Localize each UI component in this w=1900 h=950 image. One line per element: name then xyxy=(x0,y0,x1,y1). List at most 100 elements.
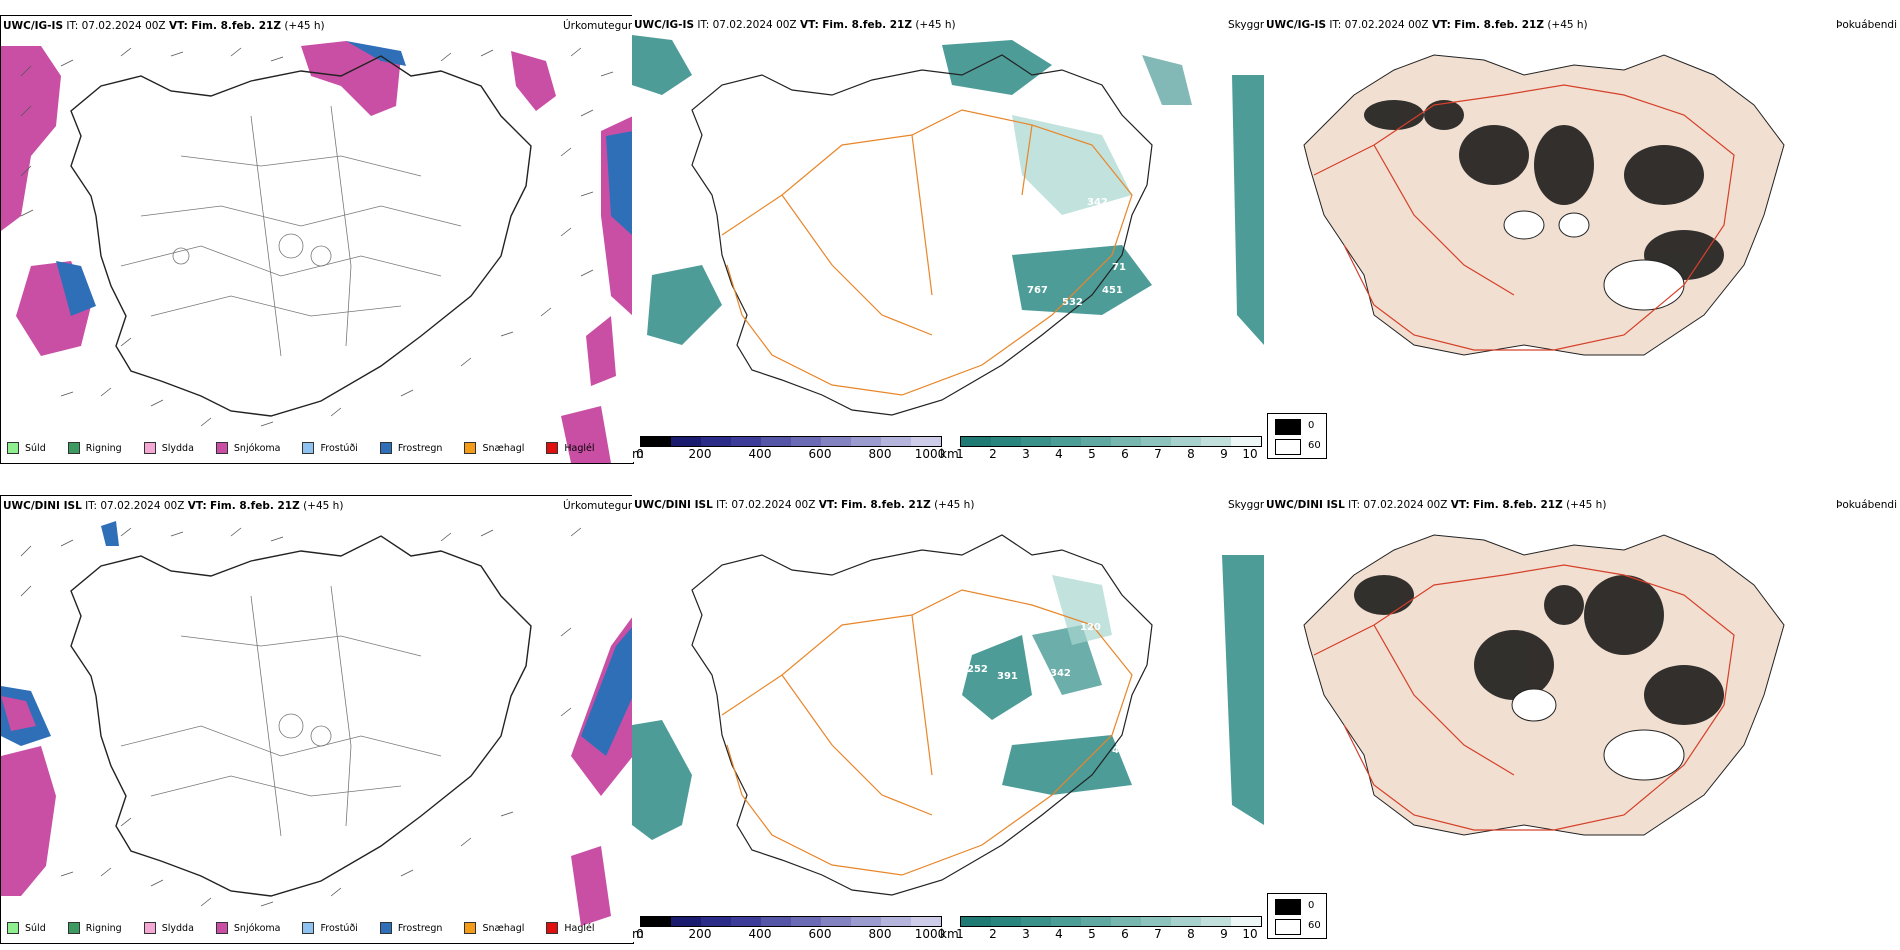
legend-swatch xyxy=(67,922,80,934)
tick-label: 5 xyxy=(1088,447,1096,461)
panel-title: Skyggni xyxy=(1228,19,1270,31)
legend-label: Rigning xyxy=(85,442,122,454)
iceland-outline xyxy=(70,55,532,417)
fog-panel-row1: UWC/IG-IS IT: 07.02.2024 00Z VT: Fim. 8.… xyxy=(1264,15,1900,462)
lead-time: (+45 h) xyxy=(1566,499,1607,511)
lead-time: (+45 h) xyxy=(915,19,956,31)
tick-label: 3 xyxy=(1022,447,1030,461)
glaciers xyxy=(1511,688,1685,781)
visibility-scale: 1 2 3 4 5 6 7 8 9 10 xyxy=(956,436,1262,470)
snow-area xyxy=(586,316,616,386)
lead-time: (+45 h) xyxy=(303,500,344,512)
snow-area xyxy=(511,51,556,111)
freezing-rain-area xyxy=(346,41,406,66)
valid-label: VT: xyxy=(1450,499,1470,511)
elevation-label: 342 xyxy=(1087,197,1108,208)
precip-type-panel-row2: UWC/DINI ISL IT: 07.02.2024 00Z VT: Fim.… xyxy=(0,495,641,944)
tick-label: 400 xyxy=(748,927,772,941)
tick-label: 400 xyxy=(748,447,772,461)
tick-label: 10 xyxy=(1242,927,1258,941)
lead-time: (+45 h) xyxy=(1547,19,1588,31)
tick-label: 1000 xyxy=(914,447,946,461)
snow-area xyxy=(561,406,611,463)
tick-label: 600 xyxy=(808,927,832,941)
panel-header: UWC/IG-IS IT: 07.02.2024 00Z VT: Fim. 8.… xyxy=(634,19,956,31)
tick-label: 800 xyxy=(868,927,892,941)
valid-time: Fim. 8.feb. 21Z xyxy=(210,500,300,512)
cloud-area xyxy=(632,720,692,840)
legend-swatch-black xyxy=(1275,419,1301,435)
elevation-label: 767 xyxy=(1027,285,1048,296)
glaciers xyxy=(1503,210,1685,311)
cloud-area xyxy=(942,40,1052,95)
panel-title: Úrkomutegund xyxy=(563,20,642,32)
run-time: 07.02.2024 00Z xyxy=(1344,19,1429,31)
panel-header: UWC/DINI ISL IT: 07.02.2024 00Z VT: Fim.… xyxy=(3,500,343,512)
legend-item: Snjókoma xyxy=(215,922,281,934)
panel-title: Úrkomutegund xyxy=(563,500,642,512)
visibility-colorbar xyxy=(960,916,1262,927)
legend-swatch xyxy=(302,922,315,934)
cloud-area xyxy=(1032,625,1102,695)
run-label: IT: xyxy=(1329,19,1342,31)
legend-item: Súld xyxy=(7,922,46,934)
legend-label: Snjókoma xyxy=(233,922,281,934)
legend-swatch-white xyxy=(1275,919,1301,935)
legend-item: Slydda xyxy=(143,442,194,454)
freezing-rain-area xyxy=(606,131,633,236)
legend-item: Snæhagl xyxy=(464,922,524,934)
valid-label: VT: xyxy=(799,19,819,31)
legend-label: 0 xyxy=(1308,900,1315,911)
valid-label: VT: xyxy=(187,500,207,512)
fog-legend: 0 60 xyxy=(1267,893,1327,939)
elevation-scale: 0 200 400 600 800 1000 xyxy=(636,916,945,950)
model-name: UWC/DINI ISL xyxy=(1266,499,1345,511)
panel-title: Skyggni xyxy=(1228,499,1270,511)
wind-barbs xyxy=(20,47,614,427)
fog-indicator-dark xyxy=(1354,575,1724,725)
tick-label: 10 xyxy=(1242,447,1258,461)
model-name: UWC/IG-IS xyxy=(1266,19,1327,31)
tick-label: 2 xyxy=(989,447,997,461)
valid-time: Fim. 8.feb. 21Z xyxy=(1473,499,1563,511)
legend-swatch xyxy=(67,442,80,454)
run-label: IT: xyxy=(66,20,79,32)
elevation-label: 451 xyxy=(1102,285,1123,296)
elevation-label: 342 xyxy=(1050,668,1071,679)
tick-label: 0 xyxy=(636,447,644,461)
run-label: IT: xyxy=(716,499,729,511)
snow-area xyxy=(1,746,56,896)
iceland-outline xyxy=(691,54,1153,416)
precip-type-map xyxy=(1,41,633,463)
model-name: UWC/IG-IS xyxy=(634,19,695,31)
run-label: IT: xyxy=(1348,499,1361,511)
iceland-outline xyxy=(691,534,1153,896)
tick-label: 800 xyxy=(868,447,892,461)
snow-area xyxy=(571,846,611,926)
freezing-rain-area xyxy=(581,626,633,756)
tick-label: 5 xyxy=(1088,927,1096,941)
tick-label: 1 xyxy=(956,447,964,461)
elevation-label: 532 xyxy=(1062,297,1083,308)
iceland-outline xyxy=(70,535,532,897)
cloud-panel-row1: 767 532 451 71 342 UWC/IG-IS IT: 07.02.2… xyxy=(632,15,1270,462)
legend-swatch-black xyxy=(1275,899,1301,915)
valid-time: Fim. 8.feb. 21Z xyxy=(841,499,931,511)
cloud-area xyxy=(647,265,722,345)
legend-item: Rigning xyxy=(67,922,122,934)
legend-item: Frostregn xyxy=(379,922,442,934)
run-time: 07.02.2024 00Z xyxy=(81,20,166,32)
scale-unit-m: m xyxy=(632,447,644,461)
wind-barbs xyxy=(20,527,582,907)
legend-swatch xyxy=(546,922,559,934)
lead-time: (+45 h) xyxy=(284,20,325,32)
model-name: UWC/DINI ISL xyxy=(3,500,82,512)
legend-label: Frostúði xyxy=(320,442,358,454)
tick-label: 3 xyxy=(1022,927,1030,941)
legend-swatch xyxy=(7,922,19,934)
fog-map xyxy=(1303,54,1785,356)
legend-swatch xyxy=(302,442,315,454)
scale-unit-km: km xyxy=(940,927,959,941)
elevation-label: 120 xyxy=(1080,622,1101,633)
legend-swatch xyxy=(143,442,156,454)
